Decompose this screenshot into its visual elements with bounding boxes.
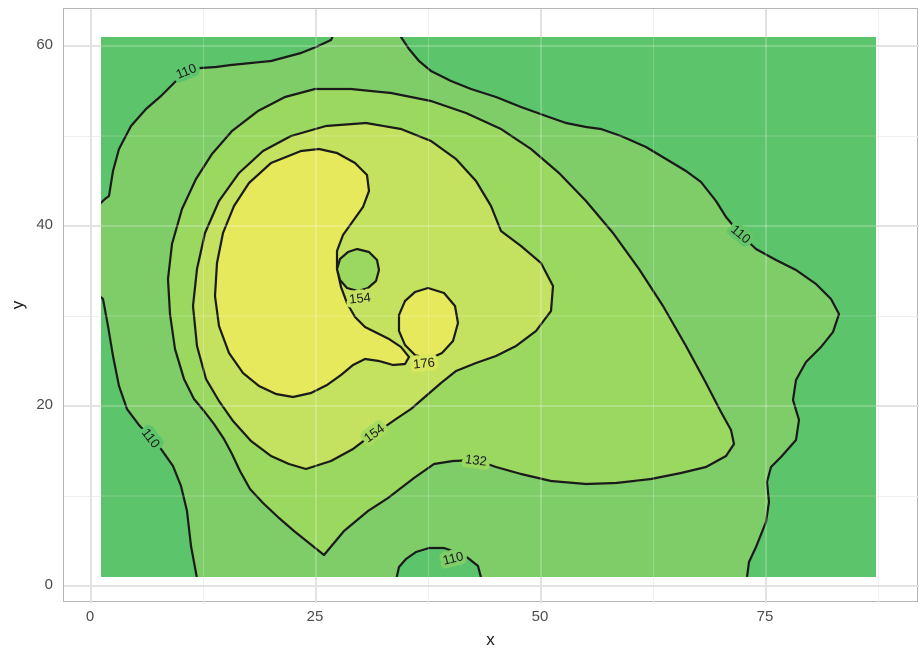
band-above-176-lobe	[397, 286, 460, 361]
y-axis-title: y	[8, 300, 27, 310]
y-tick-label: 20	[36, 396, 53, 413]
y-tick-label: 40	[36, 216, 53, 233]
x-tick-label: 75	[756, 608, 774, 625]
bottom-dip-110	[395, 546, 483, 577]
contour-label-176: 176	[412, 354, 435, 371]
grid-minor-line	[878, 9, 879, 603]
x-tick-label: 50	[531, 608, 549, 625]
crater-dip-154	[335, 247, 381, 293]
grid-major-line	[90, 9, 92, 603]
x-axis-title: x	[486, 630, 495, 649]
x-tick-label: 25	[306, 608, 324, 625]
contour-label-154: 154	[348, 289, 371, 306]
x-tick-label: 0	[85, 608, 95, 625]
plot-panel: 110 110 110 110 132 154 154 176	[63, 8, 919, 603]
band-above-176-main	[213, 147, 411, 399]
y-tick-label: 60	[36, 36, 53, 53]
y-tick-label: 0	[44, 576, 53, 593]
contour-label-132: 132	[464, 451, 487, 469]
grid-major-line	[64, 585, 919, 587]
